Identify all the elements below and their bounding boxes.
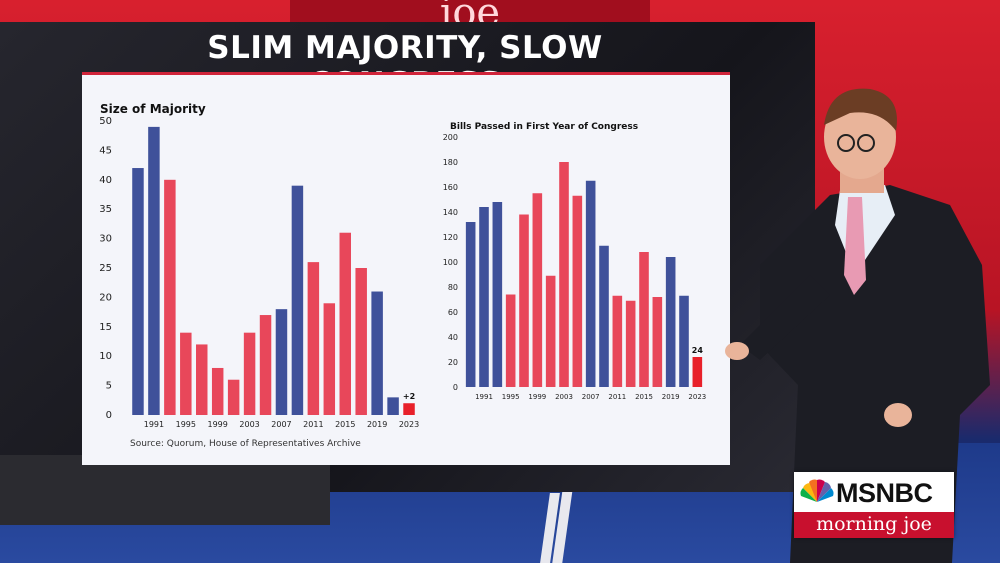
bar [196, 344, 208, 415]
bar [652, 297, 663, 387]
x-tick-label: 1991 [475, 393, 493, 401]
y-tick-label: 0 [453, 383, 458, 392]
bar [465, 222, 476, 387]
source-note: Source: Quorum, House of Representatives… [130, 439, 361, 449]
bar [243, 332, 256, 415]
bar [545, 275, 556, 387]
bar [599, 245, 609, 387]
y-tick-label: 10 [99, 351, 112, 362]
x-tick-label: 2003 [555, 393, 573, 401]
network-name: MSNBC [836, 478, 933, 508]
peacock-icon [800, 479, 834, 502]
bar [291, 185, 304, 415]
x-tick-label: 2019 [662, 393, 680, 401]
bar [307, 262, 320, 415]
x-tick-label: 2007 [582, 393, 600, 401]
y-tick-label: 0 [106, 410, 112, 421]
bar [371, 291, 383, 415]
presenter [725, 88, 990, 563]
bar [532, 193, 543, 387]
bar [479, 207, 489, 387]
bar [625, 300, 636, 387]
bar [585, 180, 596, 387]
bar [355, 268, 367, 415]
y-tick-label: 120 [443, 233, 458, 242]
bar [275, 309, 288, 415]
x-tick-label: 2011 [608, 393, 626, 401]
bar [259, 315, 272, 415]
y-tick-label: 20 [448, 358, 458, 367]
x-tick-label: 1991 [144, 420, 164, 429]
charts-svg: Size of Majority 0 5 10 15 20 25 30 35 40 45 50 1991… [99, 102, 706, 429]
y-tick-label: 160 [443, 183, 458, 192]
x-tick-label: 2003 [239, 420, 259, 429]
y-tick-label: 180 [443, 158, 458, 167]
bar [227, 379, 240, 415]
bar [180, 332, 192, 415]
bar [639, 252, 649, 387]
x-tick-label: 2007 [271, 420, 291, 429]
x-tick-label: 1995 [176, 420, 196, 429]
chart-title: Size of Majority [100, 102, 206, 116]
x-tick-label: 2019 [367, 420, 387, 429]
bar [387, 397, 399, 415]
y-tick-label: 200 [443, 133, 458, 142]
bar [692, 357, 703, 387]
y-tick-label: 5 [106, 381, 112, 392]
y-tick-label: 35 [99, 204, 112, 215]
bar [132, 168, 144, 415]
x-tick-label: 2011 [303, 420, 323, 429]
y-tick-label: 100 [443, 258, 458, 267]
bar [572, 195, 583, 387]
y-tick-label: 45 [99, 145, 112, 156]
x-tick-label: 1995 [502, 393, 520, 401]
bar [679, 295, 689, 387]
chart-panel: Size of Majority 0 5 10 15 20 25 30 35 40 45 50 1991… [82, 72, 730, 465]
y-tick-label: 40 [99, 175, 112, 186]
bar [505, 294, 516, 387]
bar [211, 367, 224, 415]
network-logo: MSNBC morning joe [794, 472, 954, 538]
x-tick-label: 2015 [635, 393, 653, 401]
bar [323, 303, 336, 415]
y-tick-label: 140 [443, 208, 458, 217]
y-tick-label: 15 [99, 322, 112, 333]
bar [492, 202, 503, 387]
x-tick-label: 2023 [399, 420, 419, 429]
y-tick-label: 25 [99, 263, 112, 274]
bar [148, 126, 160, 415]
bar [665, 257, 676, 387]
y-tick-label: 40 [448, 333, 458, 342]
bar-annotation: 24 [692, 346, 704, 355]
bar [519, 214, 529, 387]
bar [164, 179, 176, 415]
chart-title: Bills Passed in First Year of Congress [450, 122, 638, 132]
y-tick-label: 60 [448, 308, 458, 317]
bar [559, 162, 569, 387]
bar [403, 403, 415, 415]
bar [612, 295, 623, 387]
x-tick-label: 2023 [688, 393, 706, 401]
y-tick-label: 30 [99, 234, 112, 245]
show-name: morning joe [794, 512, 954, 538]
bar [339, 232, 351, 415]
x-tick-label: 2015 [335, 420, 355, 429]
video-wall-base [0, 455, 330, 525]
x-tick-label: 1999 [208, 420, 228, 429]
y-tick-label: 50 [99, 116, 112, 127]
x-tick-label: 1999 [528, 393, 546, 401]
y-tick-label: 80 [448, 283, 458, 292]
y-tick-label: 20 [99, 292, 112, 303]
bar-annotation: +2 [403, 392, 415, 401]
